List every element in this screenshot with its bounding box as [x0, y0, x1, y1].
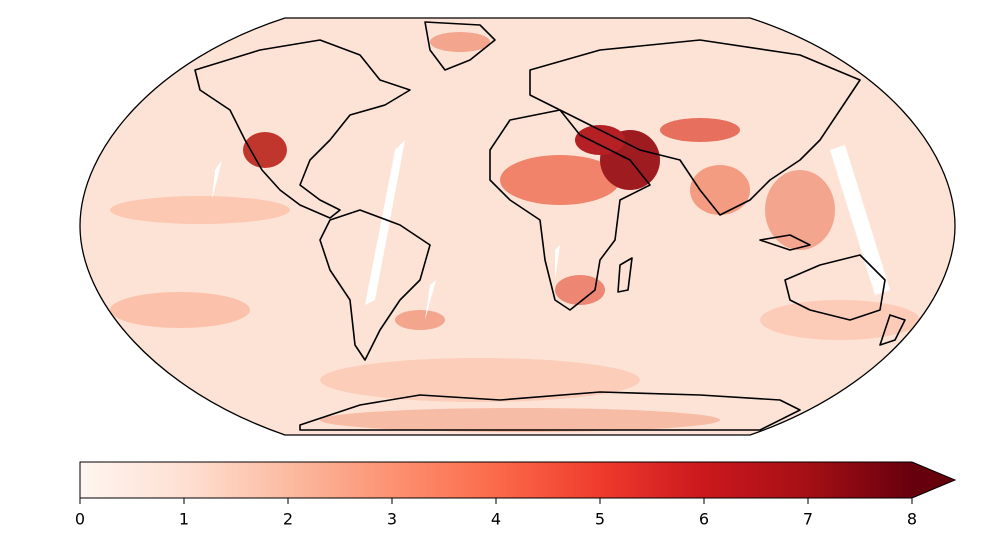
- map-background: [80, 18, 955, 435]
- colorbar-extension: [912, 462, 955, 498]
- colorbar-tick-label: 4: [491, 510, 501, 529]
- map-border: [79, 17, 956, 436]
- colorbar-tick-label: 6: [699, 510, 709, 529]
- colorbar-tick-label: 7: [803, 510, 813, 529]
- map: [79, 17, 956, 436]
- coastlines: [194, 21, 906, 431]
- colorbar-tick-label: 8: [907, 510, 917, 529]
- colorbar-tick-label: 3: [387, 510, 397, 529]
- colorbar-gradient: [80, 462, 912, 498]
- colorbar-tick-label: 0: [75, 510, 85, 529]
- colorbar-tick-label: 2: [283, 510, 293, 529]
- colorbar-border: [79, 461, 957, 499]
- colorbar-tick-label: 1: [179, 510, 189, 529]
- colorbar-tick-label: 5: [595, 510, 605, 529]
- colorbar: 0 1 2 3 4 5 6 7 8: [75, 461, 957, 529]
